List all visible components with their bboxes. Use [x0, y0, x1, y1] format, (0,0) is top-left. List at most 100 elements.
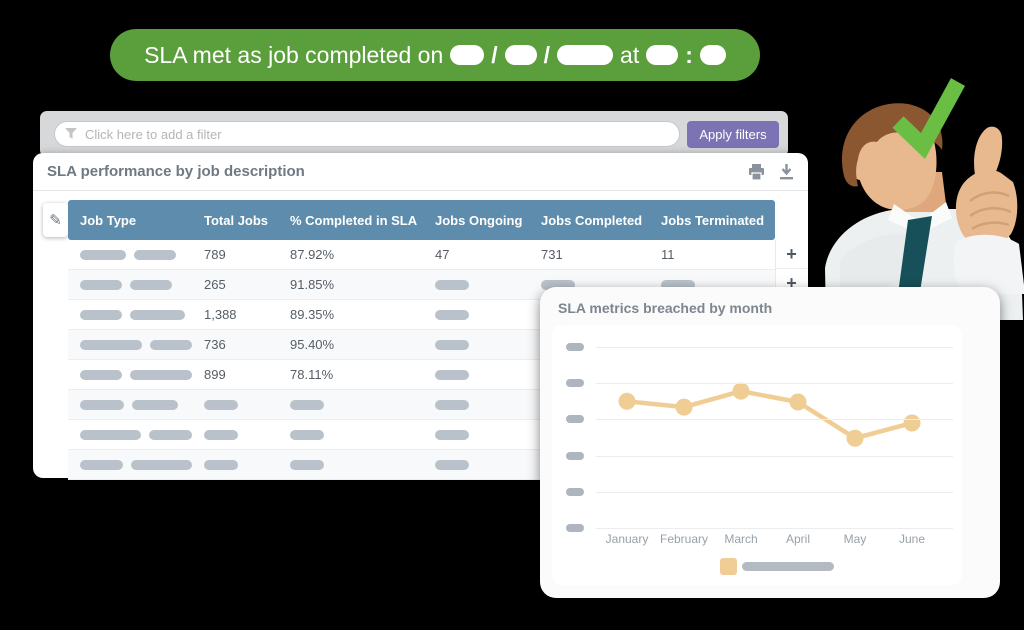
- table-cell: [192, 399, 278, 410]
- redacted-hour-pill: [646, 45, 679, 65]
- redacted-pill: [149, 429, 192, 440]
- redacted-legend-label: [742, 562, 834, 571]
- sla-status-banner: SLA met as job completed on / / at :: [110, 29, 760, 81]
- data-point: [903, 414, 921, 432]
- table-cell: 89.35%: [290, 307, 335, 322]
- apply-filters-button[interactable]: Apply filters: [687, 121, 779, 148]
- redacted-pill: [204, 459, 238, 470]
- redacted-pill: [661, 279, 695, 290]
- table-cell: 11: [661, 247, 675, 262]
- table-cell: [423, 429, 529, 440]
- redacted-pill: [435, 429, 469, 440]
- filter-input[interactable]: Click here to add a filter: [54, 121, 680, 147]
- column-header[interactable]: Jobs Terminated: [661, 212, 765, 228]
- redacted-y-tick: [566, 343, 584, 351]
- gridline: [596, 528, 953, 529]
- redacted-pill: [290, 429, 324, 440]
- table-cell: [649, 279, 775, 290]
- job-type-cell: [68, 369, 192, 380]
- job-type-cell: [68, 429, 192, 440]
- table-cell: [192, 459, 278, 470]
- x-axis-label: March: [724, 532, 758, 546]
- redacted-y-tick: [566, 451, 584, 460]
- pencil-icon: ✎: [49, 212, 62, 229]
- x-axis-label: May: [843, 532, 867, 546]
- data-point: [618, 392, 636, 410]
- table-cell: 87.92%: [290, 247, 335, 262]
- table-cell: [278, 459, 423, 470]
- sla-metrics-panel: SLA metrics breached by month January Feb…: [540, 287, 1000, 598]
- table-cell: 95.40%: [290, 337, 335, 352]
- redacted-pill: [435, 339, 469, 350]
- redacted-pill: [80, 459, 124, 470]
- gridline: [596, 347, 953, 348]
- redacted-month-pill: [504, 45, 537, 65]
- x-axis-label: January: [605, 532, 649, 546]
- gridline: [596, 383, 953, 385]
- panel-title: SLA performance by job description: [47, 163, 305, 180]
- x-axis-label: February: [659, 532, 709, 546]
- column-header[interactable]: Jobs Completed: [541, 212, 643, 228]
- table-cell: 91.85%: [290, 277, 335, 292]
- redacted-pill: [435, 399, 469, 410]
- thumbs-up-person-illustration: [825, 78, 1024, 320]
- edit-table-button[interactable]: ✎: [43, 203, 68, 237]
- gridline: [596, 419, 953, 421]
- gridline: [596, 491, 953, 493]
- table-cell: 731: [541, 247, 563, 262]
- redacted-pill: [150, 339, 192, 350]
- print-icon[interactable]: [748, 163, 765, 180]
- redacted-pill: [80, 339, 143, 350]
- redacted-pill: [80, 429, 142, 440]
- date-separator: /: [543, 41, 551, 68]
- column-header[interactable]: Total Jobs: [204, 212, 269, 228]
- line-chart: January February March April May June: [552, 325, 962, 585]
- table-cell: [529, 279, 649, 290]
- redacted-year-pill: [557, 45, 614, 65]
- redacted-pill: [80, 279, 122, 290]
- banner-text: SLA met as job completed on: [144, 41, 444, 68]
- redacted-pill: [290, 459, 324, 470]
- add-row-button[interactable]: +: [776, 240, 807, 269]
- table-cell: 736: [204, 337, 226, 352]
- redacted-pill: [80, 309, 122, 320]
- table-cell: [423, 399, 529, 410]
- column-header[interactable]: Jobs Ongoing: [435, 212, 523, 228]
- data-point: [846, 429, 864, 447]
- legend-swatch: [720, 558, 737, 575]
- table-cell: [278, 429, 423, 440]
- job-type-cell: [68, 279, 192, 290]
- data-point: [675, 398, 693, 416]
- funnel-icon: [65, 128, 77, 139]
- redacted-pill: [80, 369, 122, 380]
- redacted-pill: [541, 279, 575, 290]
- data-point: [732, 382, 750, 400]
- job-type-cell: [68, 339, 192, 350]
- panel-header: SLA performance by job description: [33, 153, 808, 191]
- table-cell: [192, 429, 278, 440]
- redacted-pill: [80, 249, 126, 260]
- redacted-pill: [131, 459, 192, 470]
- table-cell: [423, 369, 529, 380]
- table-cell: [423, 309, 529, 320]
- redacted-pill: [435, 279, 469, 290]
- redacted-pill: [435, 369, 469, 380]
- check-icon: [892, 78, 966, 160]
- table-header-row: Job Type Total Jobs % Completed in SLA Jobs…: [68, 200, 775, 240]
- filter-toolbar: Click here to add a filter Apply filters: [40, 111, 788, 157]
- table-cell: [423, 339, 529, 350]
- table-cell: 265: [204, 277, 226, 292]
- x-axis-label: April: [785, 532, 811, 546]
- column-header[interactable]: % Completed in SLA: [290, 212, 418, 228]
- redacted-pill: [204, 399, 238, 410]
- line-series: [626, 388, 913, 441]
- redacted-y-tick: [566, 524, 584, 532]
- table-cell: 1,388: [204, 307, 237, 322]
- column-header[interactable]: Job Type: [80, 212, 137, 228]
- job-type-cell: [68, 399, 192, 410]
- redacted-pill: [80, 399, 124, 410]
- download-icon[interactable]: [779, 163, 794, 180]
- data-point: [789, 393, 807, 411]
- redacted-pill: [132, 399, 178, 410]
